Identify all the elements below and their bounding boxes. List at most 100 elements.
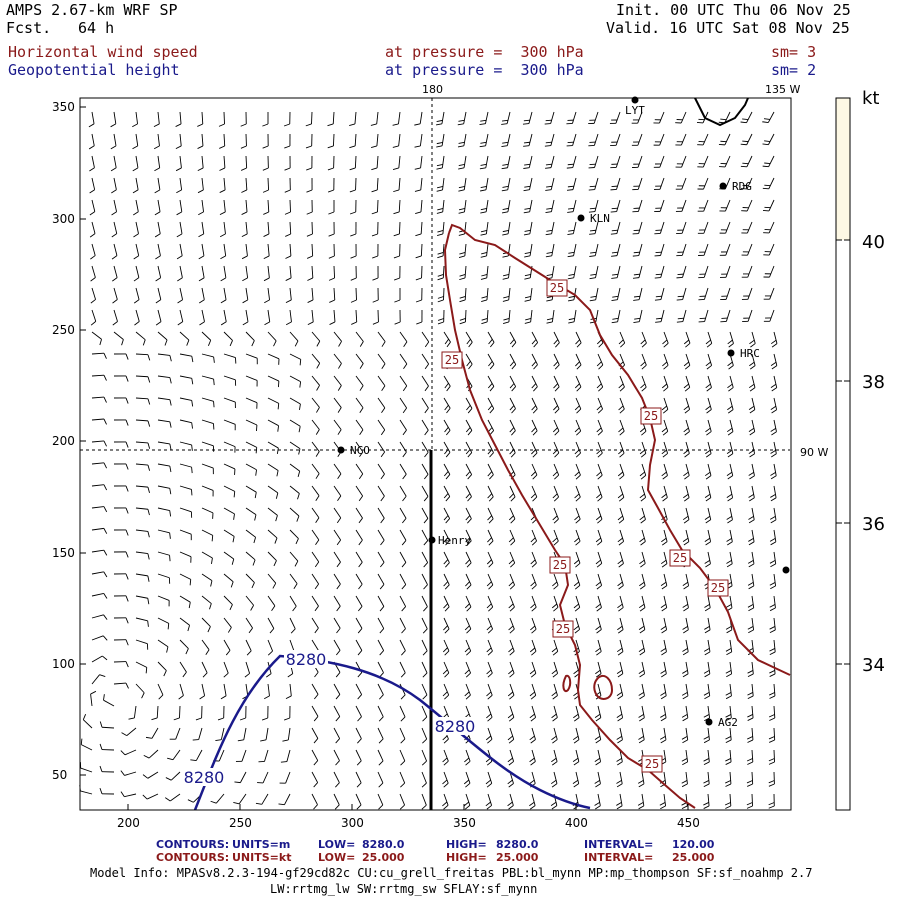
wind-barb <box>113 485 129 492</box>
wind-barb <box>530 485 538 502</box>
wind-barb <box>594 727 602 744</box>
wind-barb <box>770 375 778 392</box>
svg-text:25: 25 <box>550 281 564 295</box>
wind-barb <box>349 177 357 193</box>
wind-barb <box>749 353 756 370</box>
wind-barb <box>741 199 753 212</box>
wind-barb <box>681 727 689 744</box>
wind-barb <box>632 177 643 191</box>
wind-barb <box>169 727 181 740</box>
wind-barb <box>725 639 733 656</box>
wind-barb <box>725 661 733 678</box>
wind-barb <box>91 418 107 425</box>
wind-barb <box>610 221 621 235</box>
wind-barb <box>355 551 363 568</box>
wind-barb <box>201 375 215 386</box>
wind-barb <box>589 221 599 235</box>
wind-barb <box>223 595 233 611</box>
wind-barb <box>464 661 471 678</box>
wind-barb <box>509 331 517 348</box>
wind-barb <box>748 419 756 436</box>
wind-barb <box>726 485 734 502</box>
wind-barb <box>333 485 342 502</box>
wind-barb <box>192 727 203 741</box>
wind-barb <box>509 485 516 502</box>
wind-barb <box>113 507 129 514</box>
wind-barb <box>350 221 357 237</box>
wind-barb <box>242 265 249 282</box>
wind-barb <box>616 793 623 810</box>
wind-barb <box>727 397 734 414</box>
wind-barb <box>769 595 776 612</box>
legend-row1-high: HIGH= <box>446 838 487 851</box>
wind-barb <box>682 617 689 634</box>
wind-barb <box>289 397 301 410</box>
wind-barb <box>704 595 711 612</box>
wind-barb <box>638 661 646 678</box>
wind-barb <box>135 353 151 361</box>
wind-barb <box>111 177 117 194</box>
wind-barb <box>727 331 734 348</box>
wind-barb <box>177 309 184 326</box>
wind-barb <box>566 133 577 147</box>
wind-barb <box>89 199 96 216</box>
wind-barb <box>725 705 732 722</box>
wind-barb <box>91 527 108 534</box>
wind-barb <box>747 551 755 568</box>
wind-barb <box>377 419 386 436</box>
svg-text:25: 25 <box>445 353 459 367</box>
wind-barb <box>768 749 776 765</box>
wind-barb <box>179 375 194 385</box>
wind-barb <box>507 683 515 700</box>
wind-barb <box>197 111 204 127</box>
wind-barb <box>289 595 297 612</box>
wind-barb <box>719 155 731 168</box>
wind-barb <box>132 111 138 128</box>
wind-barb <box>245 551 256 566</box>
wind-barb <box>770 485 777 502</box>
wind-barb <box>568 309 577 324</box>
wind-barb <box>392 111 401 126</box>
wind-barb <box>311 397 320 413</box>
wind-barb <box>113 682 129 689</box>
wind-barb <box>442 749 449 766</box>
wind-barb <box>195 705 203 721</box>
colorbar-fill <box>836 98 850 240</box>
wind-barb <box>552 529 559 546</box>
wind-barb <box>763 287 775 300</box>
model-info-physics: LW:rrtmg_lw SW:rrtmg_sw SFLAY:sf_mynn <box>270 882 538 896</box>
wind-barb <box>529 727 536 744</box>
wind-barb <box>399 595 407 612</box>
station-label: NCO <box>350 444 370 457</box>
wind-barb <box>120 791 137 798</box>
wind-barb <box>529 793 536 810</box>
wind-barb <box>267 573 277 589</box>
svg-text:25: 25 <box>711 581 725 595</box>
wind-barb <box>509 353 517 370</box>
wind-barb <box>333 595 341 612</box>
wind-barb <box>245 441 258 454</box>
wind-barb <box>399 397 408 414</box>
wind-barb <box>486 661 493 678</box>
wind-barb <box>572 727 580 744</box>
wind-barb <box>698 243 709 256</box>
wind-barb <box>333 353 342 369</box>
wind-barb <box>284 199 291 215</box>
wind-barb <box>393 199 401 215</box>
wind-barb <box>769 573 777 590</box>
wind-barb <box>355 727 362 744</box>
wind-barb <box>522 111 533 125</box>
wind-barb <box>223 397 236 409</box>
wind-barb <box>726 529 733 546</box>
wind-barb <box>617 595 624 612</box>
wind-barb <box>485 771 493 788</box>
wind-barb <box>223 529 235 543</box>
wind-barb <box>654 199 665 213</box>
station-dot <box>782 566 790 574</box>
wind-barb <box>588 133 599 147</box>
wind-barb <box>179 397 194 407</box>
wind-barb <box>464 595 472 612</box>
wind-barb <box>399 507 407 524</box>
y-tick-label: 350 <box>52 100 75 114</box>
wind-barb <box>552 419 560 436</box>
